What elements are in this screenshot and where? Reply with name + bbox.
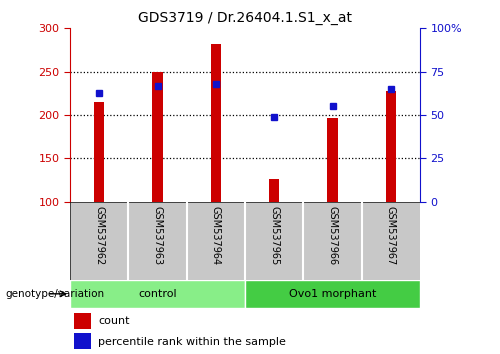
Text: GSM537967: GSM537967 <box>386 206 396 265</box>
Bar <box>245 280 420 308</box>
Text: genotype/variation: genotype/variation <box>5 289 104 299</box>
Text: count: count <box>98 316 130 326</box>
Text: control: control <box>138 289 177 299</box>
Bar <box>269 179 280 202</box>
Title: GDS3719 / Dr.26404.1.S1_x_at: GDS3719 / Dr.26404.1.S1_x_at <box>138 11 352 24</box>
Text: percentile rank within the sample: percentile rank within the sample <box>98 337 286 347</box>
Bar <box>152 72 163 202</box>
Text: GSM537965: GSM537965 <box>269 206 279 265</box>
Bar <box>328 118 338 202</box>
Bar <box>74 313 91 329</box>
Text: GSM537966: GSM537966 <box>328 206 338 265</box>
Text: Ovo1 morphant: Ovo1 morphant <box>289 289 376 299</box>
Bar <box>94 102 104 202</box>
Bar <box>386 91 396 202</box>
Bar <box>210 44 221 202</box>
Bar <box>70 280 245 308</box>
Bar <box>74 333 91 349</box>
Text: GSM537962: GSM537962 <box>94 206 104 265</box>
Text: GSM537964: GSM537964 <box>211 206 221 265</box>
Text: GSM537963: GSM537963 <box>152 206 162 265</box>
